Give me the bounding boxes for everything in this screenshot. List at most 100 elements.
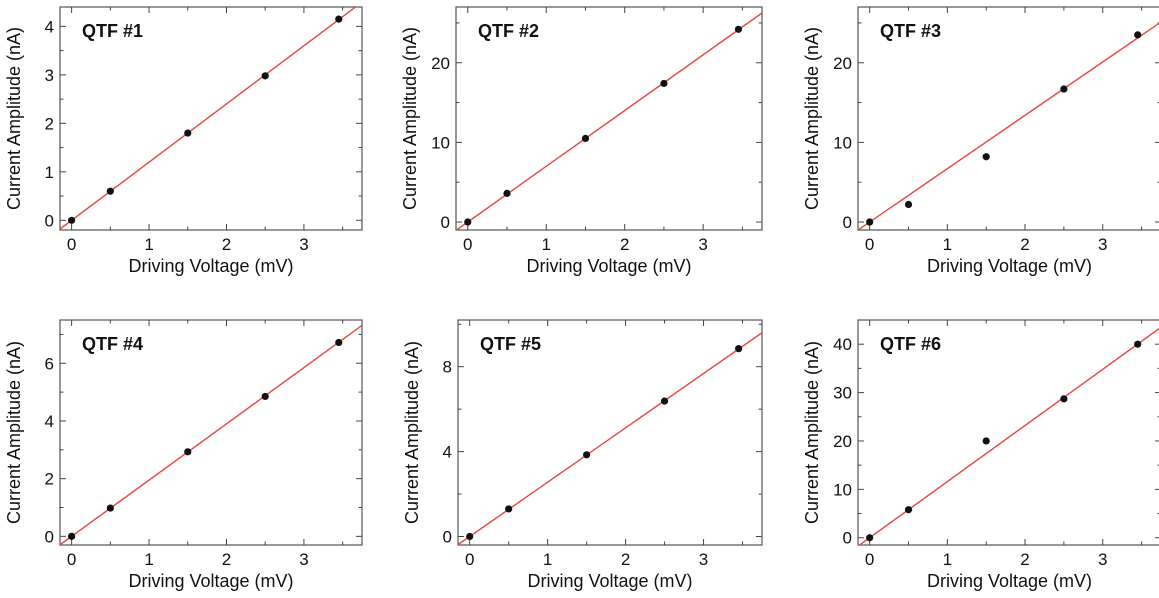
y-tick-label: 30 — [833, 384, 852, 403]
x-tick-label: 3 — [1098, 550, 1107, 569]
y-tick-label: 4 — [45, 412, 54, 431]
y-tick-label: 8 — [443, 358, 452, 377]
chart-panel-1: 0 1 2 3 0 1 2 3 4 QTF #1 Driving Voltage (mV) Curre… — [4, 6, 363, 276]
data-point — [583, 451, 591, 459]
y-axis-label: Current Amplitude (nA) — [402, 341, 422, 524]
plot-frame — [857, 6, 1159, 231]
y-tick-label: 20 — [431, 54, 450, 73]
data-point — [1134, 340, 1142, 348]
x-tick-label: 0 — [67, 550, 76, 569]
fit-line — [458, 332, 762, 545]
panel-title: QTF #5 — [480, 334, 541, 354]
x-tick-label: 3 — [299, 235, 308, 254]
y-tick-label: 20 — [833, 432, 852, 451]
data-point — [904, 200, 913, 209]
data-point — [1060, 85, 1068, 93]
data-point — [466, 532, 474, 541]
fit-line — [456, 12, 762, 230]
y-axis-label: Current Amplitude (nA) — [802, 341, 822, 524]
data-point — [335, 338, 343, 347]
x-tick-label: 0 — [463, 235, 472, 254]
x-tick-label: 0 — [865, 235, 874, 254]
x-tick-label: 0 — [865, 550, 874, 569]
data-point — [106, 504, 114, 512]
x-axis-label: Driving Voltage (mV) — [927, 256, 1092, 276]
data-point — [261, 72, 269, 80]
data-point — [68, 216, 76, 224]
data-point — [660, 397, 669, 405]
data-point — [1060, 395, 1068, 403]
data-point — [982, 437, 990, 445]
x-tick-label: 0 — [465, 550, 474, 569]
x-axis-label: Driving Voltage (mV) — [128, 571, 293, 591]
chart-panel-3: 0 1 2 3 0 10 20 QTF #3 Driving Voltage (mV) Curre… — [802, 6, 1159, 276]
data-point — [184, 129, 192, 137]
x-tick-label: 1 — [543, 550, 552, 569]
data-point — [904, 506, 913, 514]
x-tick-label: 2 — [621, 550, 630, 569]
y-tick-label: 40 — [833, 335, 852, 354]
y-tick-label: 4 — [443, 443, 452, 462]
y-tick-label: 1 — [45, 163, 54, 182]
plot-frame — [59, 319, 363, 546]
y-tick-label: 0 — [45, 211, 54, 230]
plot-frame — [857, 319, 1159, 546]
y-tick-label: 0 — [843, 529, 852, 548]
data-point — [106, 187, 114, 195]
data-point — [735, 345, 743, 353]
data-point — [335, 15, 343, 23]
x-axis-label: Driving Voltage (mV) — [526, 256, 691, 276]
y-tick-label: 2 — [45, 470, 54, 489]
fit-line — [60, 324, 362, 545]
panel-title: QTF #4 — [82, 334, 143, 354]
y-tick-label: 0 — [843, 213, 852, 232]
y-tick-label: 4 — [45, 17, 54, 36]
data-point — [982, 153, 990, 161]
panel-title: QTF #3 — [880, 21, 941, 41]
y-tick-label: 2 — [45, 114, 54, 133]
plot-frame — [59, 6, 363, 231]
data-point — [505, 505, 513, 513]
x-tick-label: 0 — [67, 235, 76, 254]
x-tick-label: 1 — [144, 235, 153, 254]
x-tick-label: 3 — [699, 550, 708, 569]
x-tick-label: 2 — [1020, 550, 1029, 569]
y-tick-label: 10 — [431, 133, 450, 152]
x-axis-label: Driving Voltage (mV) — [527, 571, 692, 591]
data-point — [866, 534, 874, 542]
y-axis-label: Current Amplitude (nA) — [4, 27, 24, 210]
data-point — [261, 392, 269, 401]
y-tick-label: 6 — [45, 354, 54, 373]
data-point — [503, 189, 511, 197]
x-tick-label: 3 — [1098, 235, 1107, 254]
chart-panel-4: 0 1 2 3 0 2 4 6 QTF #4 Driving Voltage (mV) Curren… — [4, 319, 363, 591]
data-point — [866, 218, 874, 226]
data-point — [734, 25, 743, 33]
y-tick-label: 0 — [441, 213, 450, 232]
x-tick-label: 1 — [943, 550, 952, 569]
y-axis-label: Current Amplitude (nA) — [400, 27, 420, 210]
x-tick-label: 2 — [1020, 235, 1029, 254]
fit-line — [858, 327, 1159, 545]
x-axis-label: Driving Voltage (mV) — [927, 571, 1092, 591]
x-tick-label: 2 — [222, 550, 231, 569]
y-axis-label: Current Amplitude (nA) — [4, 341, 24, 524]
panel-title: QTF #6 — [880, 334, 941, 354]
chart-panel-5: 0 1 2 3 0 4 8 QTF #5 Driving Voltage (mV) Current… — [402, 319, 763, 591]
panel-title: QTF #2 — [478, 21, 539, 41]
data-point — [1134, 31, 1142, 39]
data-point — [68, 532, 76, 540]
x-tick-label: 1 — [144, 550, 153, 569]
y-tick-label: 10 — [833, 480, 852, 499]
x-tick-label: 2 — [620, 235, 629, 254]
x-tick-label: 2 — [222, 235, 231, 254]
x-axis-label: Driving Voltage (mV) — [128, 256, 293, 276]
panel-title: QTF #1 — [82, 21, 143, 41]
x-tick-label: 1 — [943, 235, 952, 254]
data-point — [581, 134, 590, 143]
y-tick-label: 0 — [45, 527, 54, 546]
chart-panel-2: 0 1 2 3 0 10 20 QTF #2 Driving Voltage (mV) Curre… — [400, 6, 763, 276]
y-tick-label: 20 — [833, 54, 852, 73]
